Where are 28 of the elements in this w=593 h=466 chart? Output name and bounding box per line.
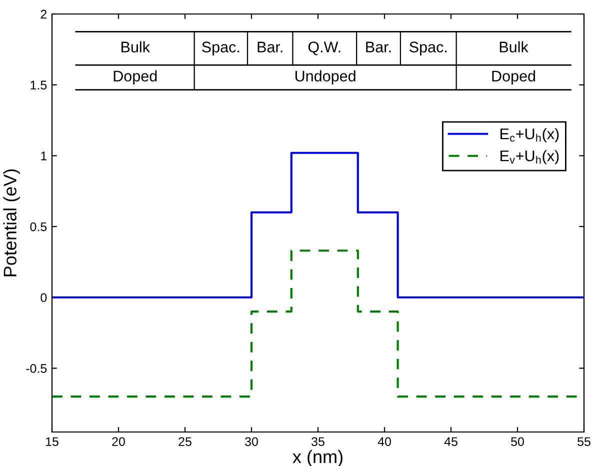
x-tick-label: 15 — [46, 437, 58, 446]
y-tick-label: 0.5 — [30, 222, 47, 232]
x-tick-label: 35 — [312, 437, 324, 446]
annotation: Doped — [492, 70, 536, 85]
x-tick-label: 40 — [378, 437, 391, 446]
y-tick-label: 2 — [40, 10, 47, 19]
y-tick-label: 1.5 — [30, 80, 47, 90]
annotation: Bulk — [500, 41, 528, 52]
annotation: Spac. — [202, 42, 240, 56]
annotation: Bar. — [258, 42, 282, 52]
annotation: Q.W. — [308, 42, 340, 56]
x-tick-label: 45 — [444, 437, 458, 446]
legend-label: E$_{c}$+U$_{h}$(x) — [500, 128, 559, 142]
annotation: Doped — [114, 70, 157, 85]
x-tick-label: 50 — [511, 437, 524, 446]
annotation: Undoped — [295, 70, 356, 85]
y-axis-title: Potential (eV) — [3, 169, 20, 276]
annotation: Bar. — [366, 42, 391, 52]
y-tick-label: 1 — [41, 152, 47, 160]
x-tick-label: 55 — [578, 437, 590, 446]
y-tick-label: -0.5 — [26, 364, 47, 373]
x-tick-label: 20 — [112, 437, 125, 446]
annotation: Bulk — [122, 41, 150, 52]
legend-label: E$_{v}$+U$_{h}$(x) — [500, 150, 559, 164]
y-tick-label: 0 — [40, 293, 47, 302]
x-tick-label: 30 — [245, 437, 258, 446]
annotation: Spac. — [410, 42, 447, 56]
x-tick-label: 25 — [178, 437, 192, 446]
